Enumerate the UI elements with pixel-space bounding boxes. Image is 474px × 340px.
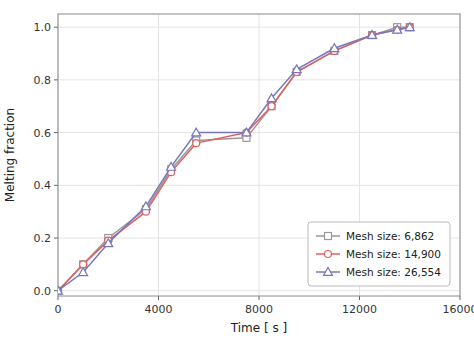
chart-container: 0 4000 8000 12000 16000 0.0 0.2 0.4 0.6 0.8 1.0 Tim… [0, 0, 474, 340]
legend-label: Mesh size: 14,900 [346, 248, 441, 260]
point [368, 31, 377, 39]
point [167, 162, 176, 170]
tick-label: 0.2 [34, 232, 52, 245]
tick-label: 0.0 [34, 285, 52, 298]
grid-line [259, 14, 260, 296]
tick-label: 1.0 [34, 21, 52, 34]
legend-label: Mesh size: 6,862 [346, 230, 434, 242]
point [267, 94, 276, 102]
point [406, 24, 413, 31]
tick [54, 27, 58, 28]
tick-label: 12000 [342, 303, 377, 316]
point [369, 32, 376, 39]
tick-label: 0 [55, 303, 62, 316]
grid-line [58, 132, 460, 133]
point [141, 202, 150, 210]
tick [359, 296, 360, 300]
grid-line [58, 290, 460, 291]
tick-label: 4000 [145, 303, 173, 316]
legend-label: Mesh size: 26,554 [346, 266, 441, 278]
tick [54, 132, 58, 133]
point [58, 286, 63, 294]
legend-box [308, 222, 450, 286]
legend-marker [325, 251, 332, 258]
grid-line [58, 185, 460, 186]
x-axis-label: Time [ s ] [230, 321, 287, 335]
legend-marker [325, 233, 332, 240]
point [393, 25, 402, 33]
legend-marker [324, 268, 333, 276]
legend-item: Mesh size: 14,900 [316, 248, 441, 260]
point [192, 128, 201, 136]
grid [58, 14, 460, 296]
grid-line [158, 14, 159, 296]
tick [54, 185, 58, 186]
point [104, 239, 113, 247]
tick [54, 290, 58, 291]
point [405, 23, 414, 31]
point [292, 65, 301, 73]
point [406, 24, 413, 31]
point [268, 103, 275, 110]
tick-label: 0.8 [34, 74, 52, 87]
legend-item: Mesh size: 26,554 [316, 266, 441, 278]
tick [460, 296, 461, 300]
legend: Mesh size: 6,862 Mesh size: 14,900 Mesh si… [308, 222, 450, 286]
point [369, 32, 376, 39]
point [268, 103, 275, 110]
y-axis-label: Melting fraction [3, 108, 17, 202]
tick-label: 8000 [245, 303, 273, 316]
plot-frame [58, 14, 460, 296]
tick-label: 0.4 [34, 179, 52, 192]
point [330, 44, 339, 52]
tick [54, 79, 58, 80]
axes: 0 4000 8000 12000 16000 0.0 0.2 0.4 0.6 0.8 1.0 Tim… [3, 14, 474, 335]
tick [259, 296, 260, 300]
point [193, 140, 200, 147]
tick [158, 296, 159, 300]
point [394, 26, 401, 33]
chart: 0 4000 8000 12000 16000 0.0 0.2 0.4 0.6 0.8 1.0 Tim… [0, 0, 474, 340]
tick [58, 296, 59, 300]
grid-line [58, 79, 460, 80]
legend-item: Mesh size: 6,862 [316, 230, 434, 242]
tick-label: 16000 [443, 303, 474, 316]
plot-background [58, 14, 460, 296]
point [79, 268, 88, 276]
point [242, 128, 251, 136]
tick-label: 0.6 [34, 127, 52, 140]
tick [54, 238, 58, 239]
